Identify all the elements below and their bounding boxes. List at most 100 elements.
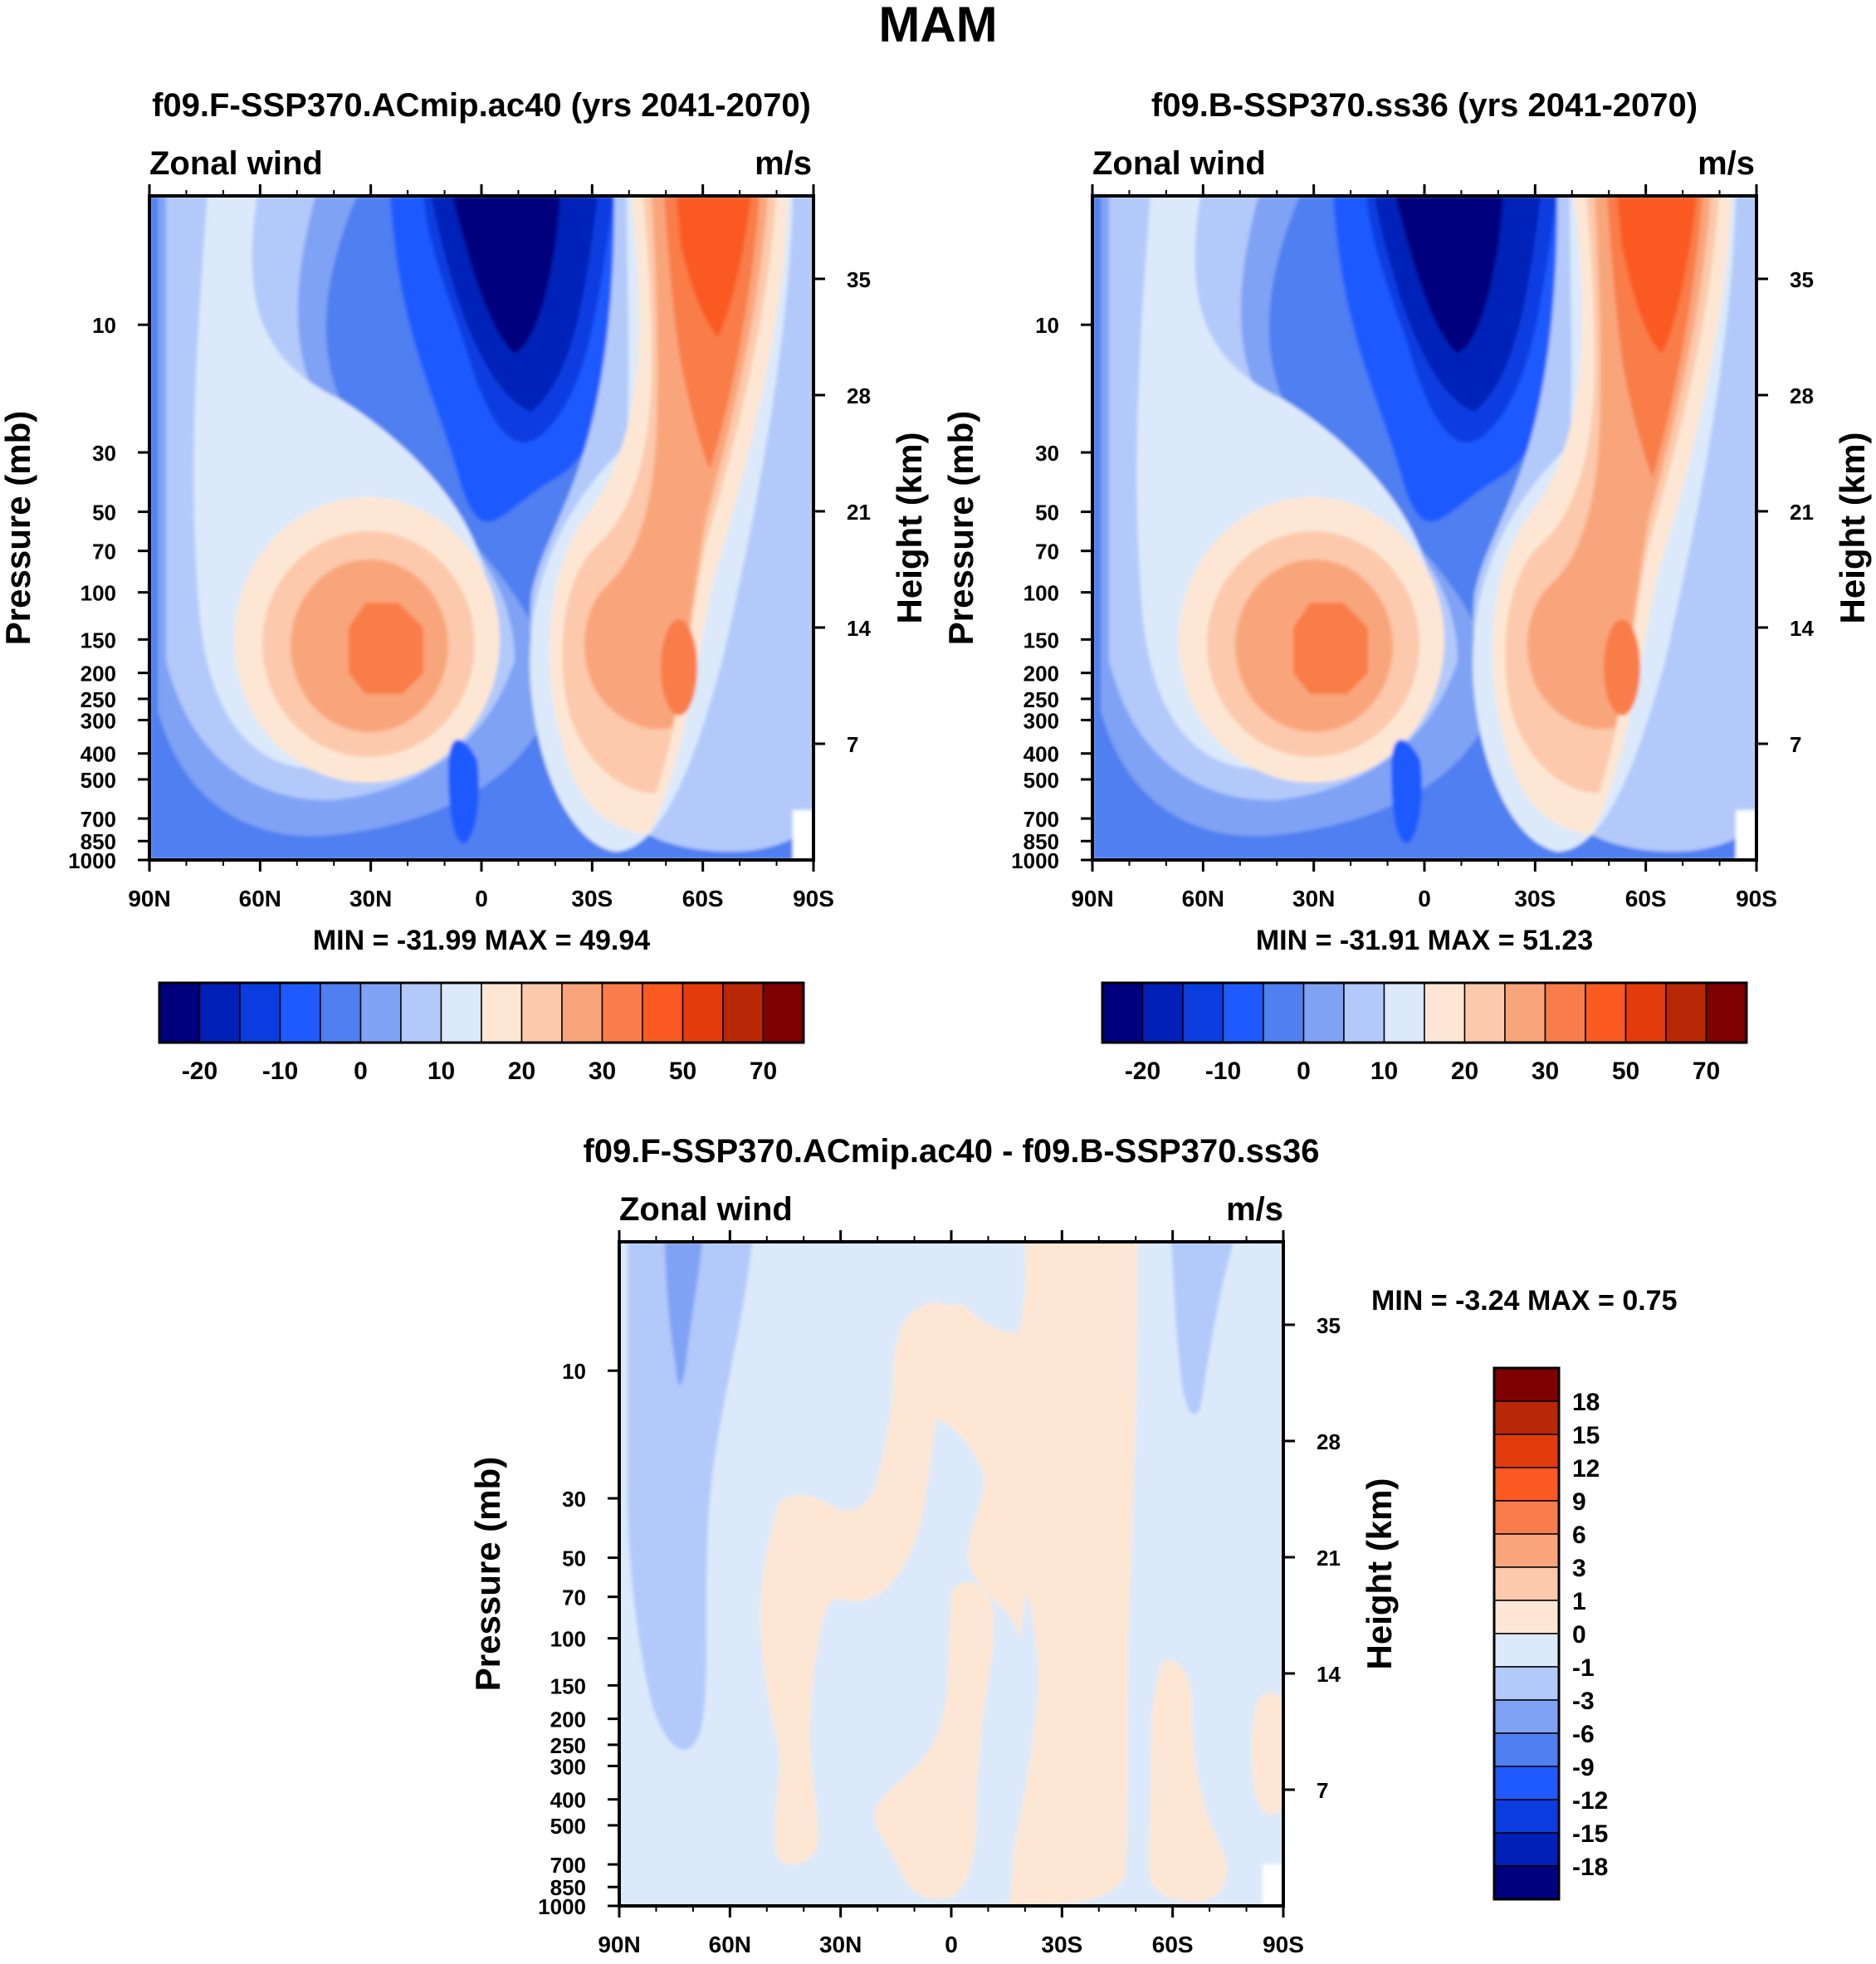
y2-tick-label: 14	[847, 616, 871, 641]
y-tick-label: 700	[81, 807, 116, 832]
panel-1-y2-axis-title: Height (km)	[890, 432, 929, 624]
y2-tick-label: 28	[847, 384, 871, 408]
colorbar-box	[1493, 1400, 1560, 1435]
colorbar-box	[400, 982, 442, 1043]
panel-3-fill-pos-pole	[1251, 1693, 1283, 1815]
y-tick-label: 250	[81, 687, 116, 712]
colorbar-label: -18	[1572, 1854, 1608, 1881]
colorbar-label: 12	[1572, 1455, 1600, 1483]
x-tick-label: 0	[1418, 886, 1431, 911]
y2-tick-label: 14	[1317, 1662, 1341, 1687]
x-tick-label: 90N	[128, 886, 170, 911]
colorbar-box	[1493, 1799, 1560, 1834]
colorbar-label: 30	[589, 1058, 616, 1085]
colorbar-label: 0	[354, 1058, 368, 1085]
x-tick-label: 90N	[598, 1932, 640, 1957]
x-tick-label: 60S	[1625, 886, 1667, 911]
y-tick-label: 400	[81, 742, 116, 767]
y-tick-label: 300	[550, 1754, 586, 1779]
panel-3-fill-nh-neg3	[665, 1242, 702, 1385]
colorbar-label: 10	[1370, 1058, 1398, 1085]
colorbar-box	[1624, 982, 1667, 1043]
panel-2-min-max: MIN = -31.91 MAX = 51.23	[1256, 925, 1593, 956]
y-tick-label: 700	[550, 1853, 586, 1878]
colorbar-label: -20	[1125, 1058, 1160, 1085]
y-tick-label: 150	[1023, 628, 1059, 652]
colorbar-frame	[158, 981, 805, 1044]
colorbar-box	[1222, 982, 1264, 1043]
y-tick-label: 200	[81, 662, 116, 686]
y-tick-label: 10	[1035, 313, 1059, 338]
y2-tick-label: 21	[847, 500, 871, 525]
colorbar-label: 30	[1532, 1058, 1559, 1085]
panel-2-fill-nh-jet-40	[1293, 603, 1368, 694]
y-tick-label: 70	[92, 540, 116, 564]
panel-2-title: f09.B-SSP370.ss36 (yrs 2041-2070)	[1151, 87, 1698, 124]
colorbar-box	[1493, 1566, 1560, 1601]
panel-3-fill-nh-neg1	[628, 1242, 752, 1751]
colorbar-label: -9	[1572, 1754, 1595, 1781]
colorbar-box	[1493, 1766, 1560, 1800]
panel-1-y-axis-title: Pressure (mb)	[0, 411, 37, 645]
colorbar-box	[1504, 982, 1546, 1043]
y2-tick-label: 35	[1317, 1313, 1341, 1338]
x-tick-label: 0	[945, 1932, 958, 1957]
colorbar-label: 9	[1572, 1488, 1586, 1516]
colorbar-box	[359, 982, 402, 1043]
colorbar-label: 10	[427, 1058, 455, 1085]
panel-2-y2-axis-title: Height (km)	[1833, 432, 1872, 624]
y-tick-label: 70	[1035, 540, 1059, 564]
x-tick-label: 60N	[709, 1932, 751, 1957]
y2-tick-label: 7	[1790, 732, 1801, 757]
panel-1-fill-nh-jet-40	[349, 603, 423, 694]
y2-tick-label: 21	[1317, 1546, 1341, 1571]
colorbar-box	[1302, 982, 1345, 1043]
panel-2-axes: 90N 60N 30N 0 30S 60S 90S103050701001502002503…	[1011, 184, 1814, 911]
colorbar-box	[601, 982, 643, 1043]
y-tick-label: 50	[92, 501, 116, 525]
colorbar-box	[1493, 1467, 1560, 1502]
panel-3-fill-sh-neg1	[1171, 1242, 1234, 1414]
colorbar-label: 3	[1572, 1555, 1586, 1582]
colorbar-box	[1493, 1865, 1560, 1900]
panel-3-fill-pos-lower	[760, 1302, 947, 1865]
colorbar-box	[1263, 982, 1305, 1043]
colorbar-box	[722, 982, 765, 1043]
colorbar-box	[1665, 982, 1707, 1043]
colorbar-box	[239, 982, 281, 1043]
figure-title: MAM	[878, 0, 997, 52]
y-tick-label: 400	[550, 1788, 586, 1813]
y2-tick-label: 28	[1790, 384, 1814, 408]
panel-1-min-max: MIN = -31.99 MAX = 49.94	[313, 925, 650, 956]
x-tick-label: 90S	[793, 886, 834, 911]
x-tick-label: 30N	[1292, 886, 1335, 911]
y-tick-label: 500	[550, 1814, 586, 1839]
panel-2-y-axis-title: Pressure (mb)	[941, 411, 980, 645]
y2-tick-label: 14	[1790, 616, 1814, 641]
colorbar-label: 15	[1572, 1422, 1600, 1449]
colorbar-box	[320, 982, 362, 1043]
colorbar-box	[1343, 982, 1385, 1043]
x-tick-label: 60N	[1182, 886, 1224, 911]
colorbar-box	[440, 982, 482, 1043]
panel-3-variable-label: Zonal wind	[619, 1191, 793, 1228]
colorbar-label: 6	[1572, 1522, 1586, 1549]
x-tick-label: 60S	[1152, 1932, 1194, 1957]
y2-tick-label: 7	[847, 732, 858, 757]
panel-3-colorbar: 18 15 12 9 6 3 1 0 -1 -3 -6 -9 -12 -15 -18	[1492, 1366, 1608, 1901]
y-tick-label: 30	[1035, 441, 1059, 466]
y-tick-label: 500	[1023, 768, 1059, 793]
y2-tick-label: 7	[1317, 1778, 1328, 1803]
panel-1-contour-field	[149, 196, 813, 860]
panel-2-fill-sh-jet-core	[1604, 619, 1640, 716]
colorbar-box	[1544, 982, 1586, 1043]
colorbar-label: 1	[1572, 1588, 1586, 1615]
panel-3-y-axis-title: Pressure (mb)	[468, 1457, 507, 1691]
panel-1-fill-trop-east	[448, 740, 479, 843]
x-tick-label: 90S	[1263, 1932, 1304, 1957]
panel-1: f09.F-SSP370.ACmip.ac40 (yrs 2041-2070) …	[0, 87, 929, 1085]
y-tick-label: 100	[1023, 581, 1059, 606]
colorbar-box	[1705, 982, 1747, 1043]
colorbar-box	[1493, 1367, 1560, 1402]
